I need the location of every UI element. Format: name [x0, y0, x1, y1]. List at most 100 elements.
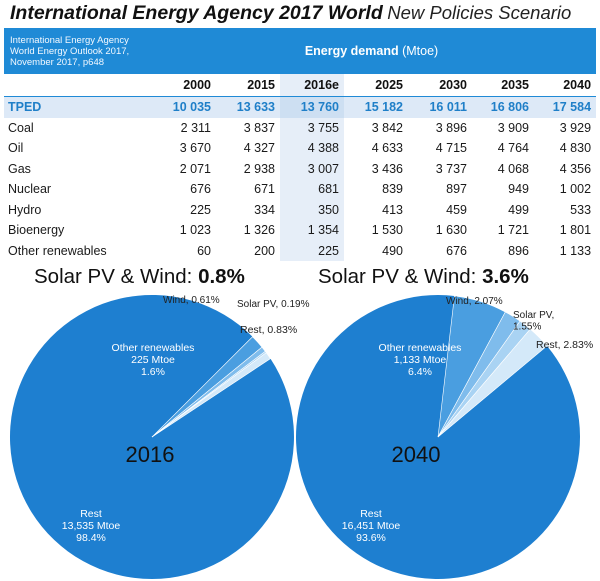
label-line: Wind, 2.07% — [446, 296, 503, 307]
table-cell: 4 830 — [559, 141, 592, 156]
table-cell: 1 002 — [559, 182, 592, 197]
row-label: TPED — [4, 96, 152, 118]
label-wind: Wind, 2.07% — [446, 296, 503, 307]
label-line: Wind, 0.61% — [163, 295, 220, 306]
pie-slice-rest-small — [151, 352, 271, 438]
table-row: Bioenergy 1 023 1 326 1 354 1 530 1 630 … — [4, 220, 596, 241]
table-cell: 4 715 — [435, 141, 467, 156]
table-cell: 60 — [197, 243, 211, 258]
table-cell: 10 035 — [152, 96, 216, 118]
table-cell: 3 837 — [243, 120, 275, 135]
headline-value: 3.6% — [482, 265, 529, 288]
pie-year-label: 2016 — [126, 442, 175, 467]
table-cell: 671 — [254, 182, 275, 197]
label-line: Rest — [80, 508, 102, 520]
table-cell: 15 182 — [344, 96, 408, 118]
year-cell: 2015 — [216, 74, 280, 97]
label-line: 1.55% — [513, 322, 541, 333]
table-row: Hydro 225 334 350 413 459 499 533 — [4, 199, 596, 220]
table-cell: 676 — [190, 182, 211, 197]
label-line: 225 Mtoe — [131, 354, 175, 366]
label-wind: Wind, 0.61% — [163, 295, 220, 306]
label-rest-small: Rest, 0.83% — [240, 324, 297, 336]
row-label: Gas — [8, 161, 31, 176]
table-cell: 1 023 — [179, 223, 211, 238]
year-cell: 2035 — [472, 74, 534, 97]
label-line: 1.6% — [141, 366, 165, 378]
table-row: Oil 3 670 4 327 4 388 4 633 4 715 4 764 … — [4, 138, 596, 159]
table-years-row: 2000 2015 2016e 2025 2030 2035 2040 — [4, 74, 597, 97]
table-cell: 499 — [508, 202, 529, 217]
label-line: 98.4% — [76, 532, 106, 544]
table-cell: 3 896 — [435, 120, 467, 135]
headline-prefix: Solar PV & Wind: — [318, 265, 477, 288]
table-cell: 839 — [382, 182, 403, 197]
table-cell: 2 938 — [243, 161, 275, 176]
table-row: Other renewables 60 200 225 490 676 896 … — [4, 240, 596, 261]
table-cell: 490 — [382, 243, 403, 258]
table-cell: 2 071 — [179, 161, 211, 176]
table-cell: 1 721 — [497, 223, 529, 238]
table-cell: 3 909 — [497, 120, 529, 135]
table-cell: 896 — [508, 243, 529, 258]
page-title: International Energy Agency 2017 World N… — [10, 2, 595, 26]
headline-2016: Solar PV & Wind: 0.8% — [34, 265, 245, 289]
table-header-row: International Energy Agency World Energy… — [4, 28, 597, 74]
table-cell: 200 — [254, 243, 275, 258]
table-cell: 350 — [280, 199, 344, 220]
year-cell: 2016e — [280, 74, 344, 97]
table-cell: 4 764 — [497, 141, 529, 156]
label-line: Solar PV, — [513, 310, 554, 321]
table-cell: 1 530 — [371, 223, 403, 238]
table-row: Gas 2 071 2 938 3 007 3 436 3 737 4 068 … — [4, 158, 596, 179]
label-other-renewables: Other renewables 1,133 Mtoe 6.4% — [379, 342, 462, 378]
row-label: Other renewables — [8, 243, 107, 258]
label-line: Rest, 0.83% — [240, 324, 297, 336]
row-label: Oil — [8, 141, 24, 156]
table-cell: 13 633 — [216, 96, 280, 118]
row-label: Nuclear — [8, 182, 52, 197]
year-cell: 2025 — [344, 74, 408, 97]
table-header-title: Energy demand — [304, 44, 399, 58]
label-rest: Rest 13,535 Mtoe 98.4% — [62, 508, 121, 544]
table-row: TPED 10 035 13 633 13 760 15 182 16 011 … — [4, 96, 597, 118]
table-cell: 3 007 — [280, 158, 344, 179]
table-cell: 4 633 — [371, 141, 403, 156]
label-rest: Rest 16,451 Mtoe 93.6% — [342, 508, 401, 544]
headline-2040: Solar PV & Wind: 3.6% — [318, 265, 529, 289]
table-cell: 3 436 — [371, 161, 403, 176]
table-header-unit: (Mtoe) — [402, 44, 439, 58]
table-cell: 4 388 — [280, 138, 344, 159]
table-cell: 4 327 — [243, 141, 275, 156]
table-cell: 1 801 — [559, 223, 592, 238]
label-rest-small: Rest, 2.83% — [536, 339, 593, 351]
label-line: Other renewables — [112, 342, 195, 354]
table-cell: 3 670 — [179, 141, 211, 156]
title-bold: International Energy Agency 2017 World — [10, 2, 383, 24]
row-label: Coal — [8, 120, 34, 135]
label-line: 93.6% — [356, 532, 386, 544]
table-cell: 3 737 — [435, 161, 467, 176]
table-source: International Energy Agency World Energy… — [10, 34, 130, 68]
pie-slice-rest-small — [437, 328, 548, 438]
table-cell: 4 068 — [497, 161, 529, 176]
row-label: Bioenergy — [8, 223, 65, 238]
table-cell: 3 755 — [280, 117, 344, 138]
table-cell: 225 — [280, 240, 344, 261]
table-cell: 17 584 — [534, 96, 597, 118]
table-cell: 13 760 — [280, 96, 344, 118]
label-other-renewables: Other renewables 225 Mtoe 1.6% — [112, 342, 195, 378]
table-cell: 897 — [446, 182, 467, 197]
table-header: Energy demand (Mtoe) — [152, 28, 596, 74]
table-cell: 676 — [446, 243, 467, 258]
table-cell: 334 — [254, 202, 275, 217]
label-line: 16,451 Mtoe — [342, 520, 401, 532]
row-label: Hydro — [8, 202, 42, 217]
headline-prefix: Solar PV & Wind: — [34, 265, 193, 288]
table-row: Coal 2 311 3 837 3 755 3 842 3 896 3 909… — [4, 117, 596, 138]
table-cell: 4 356 — [559, 161, 592, 176]
label-line: Rest — [360, 508, 382, 520]
table-cell: 1 354 — [280, 220, 344, 241]
title-light: New Policies Scenario — [387, 2, 572, 23]
